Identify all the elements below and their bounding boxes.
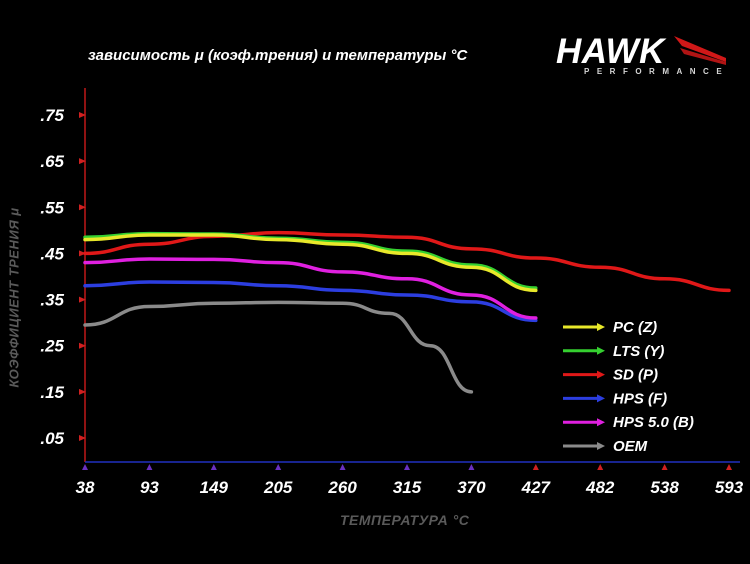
x-tick-label: 593	[715, 478, 744, 497]
series-line	[83, 233, 538, 293]
x-tick-label: 93	[140, 478, 159, 497]
x-tick-label: 427	[521, 478, 552, 497]
x-tick-marker	[146, 464, 153, 470]
legend-label: SD (P)	[613, 367, 658, 384]
legend-label: HPS (F)	[613, 390, 667, 407]
legend-arrow	[597, 442, 605, 450]
y-tick-marker	[79, 296, 86, 303]
x-tick-label: 315	[393, 478, 422, 497]
x-axis-label: ТЕМПЕРАТУРА °С	[340, 512, 470, 528]
y-tick-label: .65	[40, 152, 64, 171]
y-tick-marker	[79, 388, 86, 395]
legend: PC (Z) LTS (Y) SD (P) HPS (F) HPS 5.0 (B) OEM	[563, 319, 694, 455]
y-tick-marker	[79, 204, 86, 211]
x-tick-marker	[661, 464, 668, 470]
y-tick-label: .05	[40, 429, 64, 448]
logo-subtitle: PERFORMANCE	[584, 67, 730, 76]
x-ticks: 38 93 149 205 260 315 370 427 482 538 593	[76, 464, 744, 497]
x-tick-label: 538	[650, 478, 679, 497]
chart-title: зависимость μ (коэф.трения) и температур…	[88, 47, 468, 64]
legend-arrow	[597, 394, 605, 403]
x-tick-label: 370	[457, 478, 486, 497]
chart-axes	[84, 88, 740, 463]
legend-label: OEM	[613, 438, 648, 455]
x-tick-marker	[597, 464, 604, 470]
series-lines	[83, 230, 731, 394]
x-tick-label: 149	[200, 478, 229, 497]
x-tick-label: 38	[76, 478, 95, 497]
y-tick-marker	[79, 112, 86, 118]
legend-arrow	[597, 370, 605, 379]
x-tick-marker	[339, 464, 346, 470]
legend-arrow	[597, 418, 605, 427]
x-tick-marker	[210, 464, 217, 470]
y-tick-label: .75	[40, 106, 64, 125]
y-tick-marker	[79, 435, 86, 441]
legend-arrow	[597, 323, 605, 331]
x-tick-label: 260	[327, 478, 357, 497]
x-tick-marker	[468, 464, 475, 470]
y-tick-marker	[79, 250, 86, 257]
x-tick-marker	[82, 464, 88, 470]
y-tick-label: .35	[40, 291, 64, 310]
legend-label: HPS 5.0 (B)	[613, 414, 694, 431]
y-tick-marker	[79, 158, 86, 165]
y-tick-label: .55	[40, 198, 64, 217]
x-tick-label: 482	[585, 478, 615, 497]
y-tick-label: .25	[40, 337, 64, 356]
y-ticks: .05 .15 .25 .35 .45 .55 .65 .75	[40, 106, 86, 448]
legend-label: LTS (Y)	[613, 343, 664, 360]
legend-arrow	[597, 346, 605, 355]
x-tick-marker	[726, 464, 732, 470]
y-tick-label: .15	[40, 383, 64, 402]
y-tick-marker	[79, 342, 86, 349]
logo-word: HAWK	[556, 32, 665, 71]
series-line	[83, 300, 474, 394]
x-tick-marker	[532, 464, 539, 470]
wing-icon	[674, 36, 726, 65]
legend-label: PC (Z)	[613, 319, 657, 336]
x-tick-marker	[404, 464, 410, 470]
hawk-logo: HAWK PERFORMANCE	[556, 34, 728, 78]
y-tick-label: .45	[40, 244, 64, 263]
x-tick-label: 205	[263, 478, 293, 497]
series-line	[83, 280, 538, 323]
series-line	[83, 257, 538, 320]
x-tick-marker	[275, 464, 282, 470]
